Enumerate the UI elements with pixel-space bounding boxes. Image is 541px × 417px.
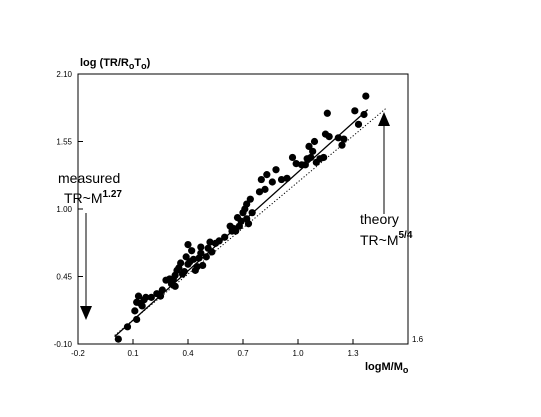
data-point (244, 220, 253, 228)
data-point (243, 200, 251, 208)
data-point (283, 174, 291, 182)
data-point (134, 292, 143, 300)
y-tick-label: -0.10 (54, 340, 73, 349)
x-tick-label: 1.0 (292, 349, 304, 358)
data-point (206, 238, 214, 246)
data-point (138, 302, 146, 310)
y-tick-label: 2.10 (56, 70, 72, 79)
data-point (257, 175, 265, 184)
y-tick-label: 1.55 (56, 138, 72, 147)
data-point (351, 107, 359, 115)
data-point (147, 293, 155, 301)
data-point (360, 110, 368, 119)
y-tick-label: 1.00 (56, 205, 72, 214)
data-point (114, 335, 122, 343)
x-tick-label: 0.4 (182, 349, 194, 358)
data-point (325, 132, 333, 141)
data-point (292, 159, 300, 168)
y-tick-label: 0.45 (56, 273, 72, 282)
x-tick-label: 0.7 (237, 349, 249, 358)
data-point (199, 261, 207, 270)
data-point (208, 248, 216, 256)
data-point (156, 292, 165, 300)
data-point (189, 255, 198, 263)
theory-formula: TR~M5/4 (360, 230, 413, 248)
data-point (263, 171, 271, 179)
data-point (232, 227, 240, 235)
data-point (307, 153, 315, 162)
data-point (133, 315, 141, 324)
measured-label: measured (58, 170, 120, 186)
x-tick-label: 1.6 (412, 335, 424, 344)
data-points (114, 92, 370, 343)
x-tick-label: 1.3 (347, 349, 359, 358)
data-point (237, 217, 245, 225)
data-point (362, 92, 370, 100)
x-tick-label: -0.2 (71, 349, 85, 358)
data-point (142, 293, 150, 301)
data-point (354, 120, 363, 128)
data-point (246, 195, 254, 203)
data-point (338, 141, 346, 149)
data-point (180, 267, 188, 276)
data-point (215, 237, 223, 245)
data-point (177, 259, 185, 267)
data-point (158, 286, 166, 294)
data-point (305, 142, 313, 151)
data-point (261, 185, 269, 193)
data-point (221, 233, 229, 241)
data-point (197, 249, 205, 257)
data-point (309, 147, 317, 155)
data-point (188, 247, 196, 255)
x-axis-title: logM/Mo (365, 361, 409, 375)
data-point (131, 307, 139, 315)
data-point (123, 323, 132, 331)
data-point (248, 209, 256, 217)
data-point (320, 153, 328, 162)
data-point (301, 161, 309, 169)
data-point (340, 135, 348, 143)
x-axis-ticks: -0.2 0.1 0.4 0.7 1.0 1.3 1.6 (71, 335, 424, 358)
data-point (197, 243, 205, 251)
data-point (182, 253, 190, 261)
y-axis-title: log (TR/RoTo) (80, 57, 151, 71)
data-point (193, 263, 201, 271)
data-point (323, 109, 331, 117)
y-axis-ticks: 2.10 1.55 1.00 0.45 -0.10 (54, 70, 83, 349)
data-point (268, 178, 276, 186)
theory-label: theory (360, 211, 399, 227)
data-point (255, 188, 264, 196)
measured-formula: TR~M1.27 (64, 189, 122, 206)
data-point (202, 253, 210, 261)
data-point (184, 240, 192, 249)
data-point (310, 137, 319, 146)
data-point (334, 134, 342, 142)
data-point (272, 166, 280, 174)
x-tick-label: 0.1 (127, 349, 139, 358)
data-point (288, 153, 297, 162)
data-point (171, 282, 179, 290)
measured-arrow-head (80, 306, 92, 320)
data-point (277, 175, 286, 184)
theory-arrow-head (378, 112, 390, 126)
